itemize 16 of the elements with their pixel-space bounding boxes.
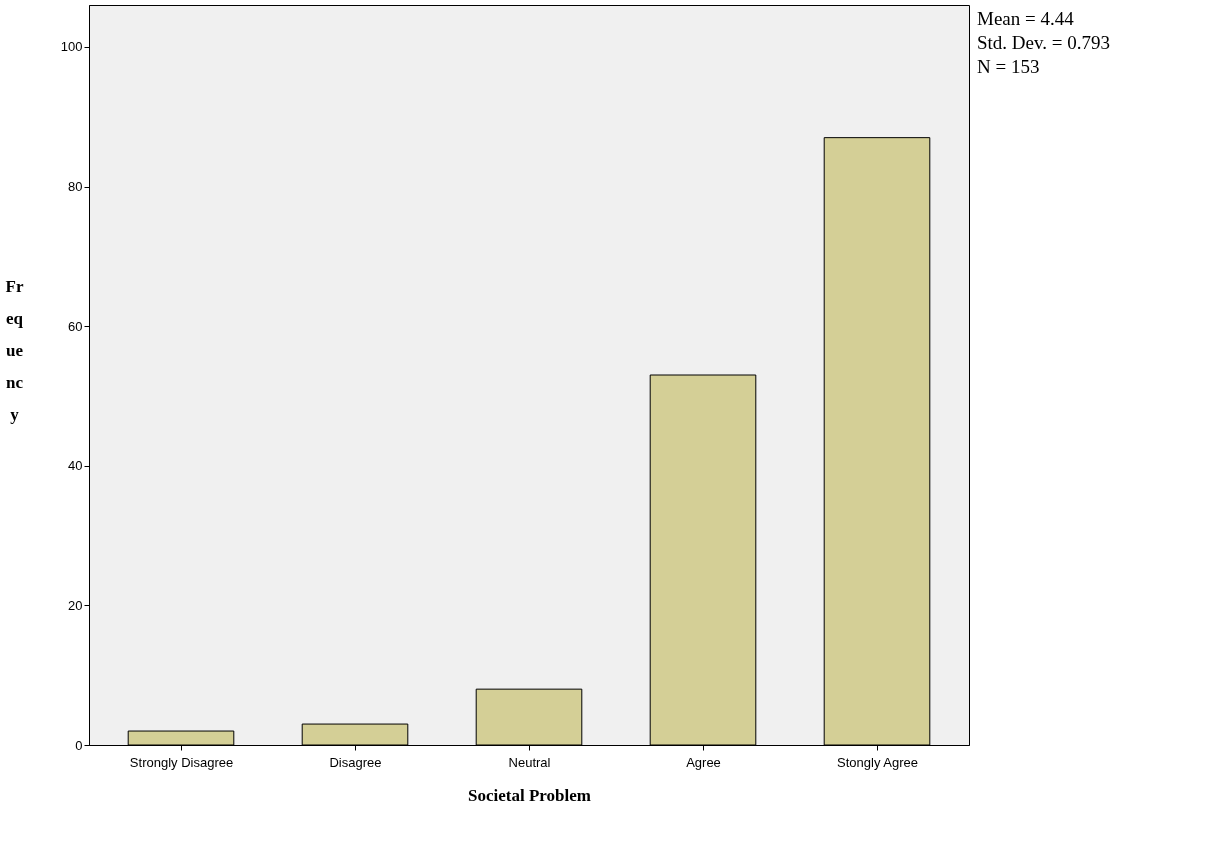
text: Std. Dev. = 0.793 [977,32,1110,53]
text: Mean = 4.44 [977,8,1075,29]
text: N = 153 [977,56,1040,77]
y-tick-label: 20 [68,597,83,613]
y-tick-label: 80 [68,179,83,195]
x-tick-label: Neutral [508,754,551,770]
x-tick-label: Stongly Agree [837,754,918,770]
x-axis-title: Societal Problem [468,785,591,805]
y-tick-label: 100 [60,39,83,55]
y-axis-title: Frequency [5,276,24,424]
x-tick-label: Agree [686,754,721,770]
y-tick-label: 0 [75,737,83,753]
y-tick-label: 40 [68,458,83,474]
x-tick-label: Disagree [329,754,382,770]
x-tick-label: Strongly Disagree [129,754,234,770]
y-tick-label: 60 [68,318,83,334]
